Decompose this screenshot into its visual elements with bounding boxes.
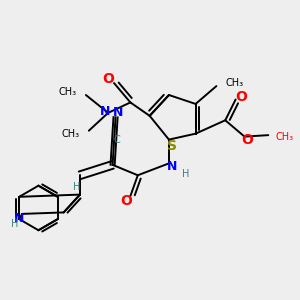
Text: O: O [120,194,132,208]
Text: CH₃: CH₃ [276,132,294,142]
Text: CH₃: CH₃ [62,129,80,139]
Text: H: H [73,182,81,192]
Text: O: O [242,133,254,147]
Text: H: H [11,219,18,229]
Text: C: C [114,135,120,145]
Text: CH₃: CH₃ [225,78,243,88]
Text: O: O [102,72,114,86]
Text: CH₃: CH₃ [59,87,77,97]
Text: H: H [182,169,189,179]
Text: N: N [14,212,24,225]
Text: N: N [113,106,124,119]
Text: O: O [236,89,247,103]
Text: S: S [167,139,177,152]
Text: N: N [167,160,177,173]
Text: N: N [100,105,110,118]
